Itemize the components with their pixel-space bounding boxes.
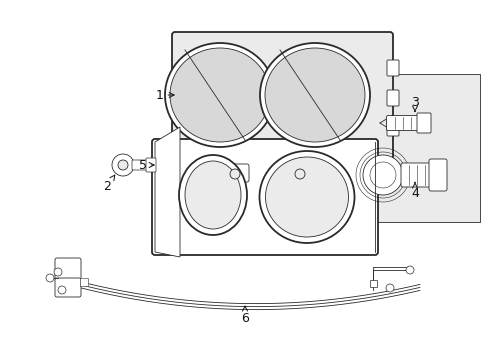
- Circle shape: [294, 169, 305, 179]
- Circle shape: [405, 266, 413, 274]
- Ellipse shape: [265, 157, 348, 237]
- Text: 5: 5: [139, 158, 154, 171]
- FancyBboxPatch shape: [386, 116, 421, 131]
- Bar: [369, 280, 376, 287]
- Polygon shape: [155, 127, 180, 257]
- Text: 1: 1: [156, 89, 174, 102]
- FancyBboxPatch shape: [221, 164, 248, 182]
- FancyBboxPatch shape: [400, 163, 434, 187]
- Bar: [80, 278, 88, 286]
- Circle shape: [362, 155, 402, 195]
- Circle shape: [118, 160, 128, 170]
- Circle shape: [229, 169, 240, 179]
- Text: 6: 6: [241, 306, 248, 324]
- FancyBboxPatch shape: [416, 113, 430, 133]
- FancyBboxPatch shape: [172, 32, 392, 173]
- FancyBboxPatch shape: [152, 139, 377, 255]
- FancyBboxPatch shape: [428, 159, 446, 191]
- FancyBboxPatch shape: [55, 258, 81, 280]
- Circle shape: [54, 268, 62, 276]
- Bar: [369, 74, 479, 222]
- Circle shape: [385, 284, 393, 292]
- Ellipse shape: [260, 43, 369, 147]
- Circle shape: [369, 162, 395, 188]
- Ellipse shape: [179, 155, 246, 235]
- FancyBboxPatch shape: [285, 164, 313, 182]
- Text: 2: 2: [103, 175, 115, 193]
- FancyBboxPatch shape: [146, 158, 156, 172]
- Ellipse shape: [184, 161, 241, 229]
- FancyBboxPatch shape: [132, 160, 150, 170]
- Text: 4: 4: [410, 182, 418, 199]
- FancyBboxPatch shape: [386, 60, 398, 76]
- Text: 3: 3: [410, 95, 418, 111]
- Circle shape: [112, 154, 134, 176]
- FancyBboxPatch shape: [386, 90, 398, 106]
- Ellipse shape: [170, 48, 269, 142]
- Circle shape: [46, 274, 54, 282]
- Ellipse shape: [164, 43, 274, 147]
- Ellipse shape: [259, 151, 354, 243]
- Circle shape: [58, 286, 66, 294]
- FancyBboxPatch shape: [55, 278, 81, 297]
- Ellipse shape: [264, 48, 364, 142]
- FancyBboxPatch shape: [386, 120, 398, 136]
